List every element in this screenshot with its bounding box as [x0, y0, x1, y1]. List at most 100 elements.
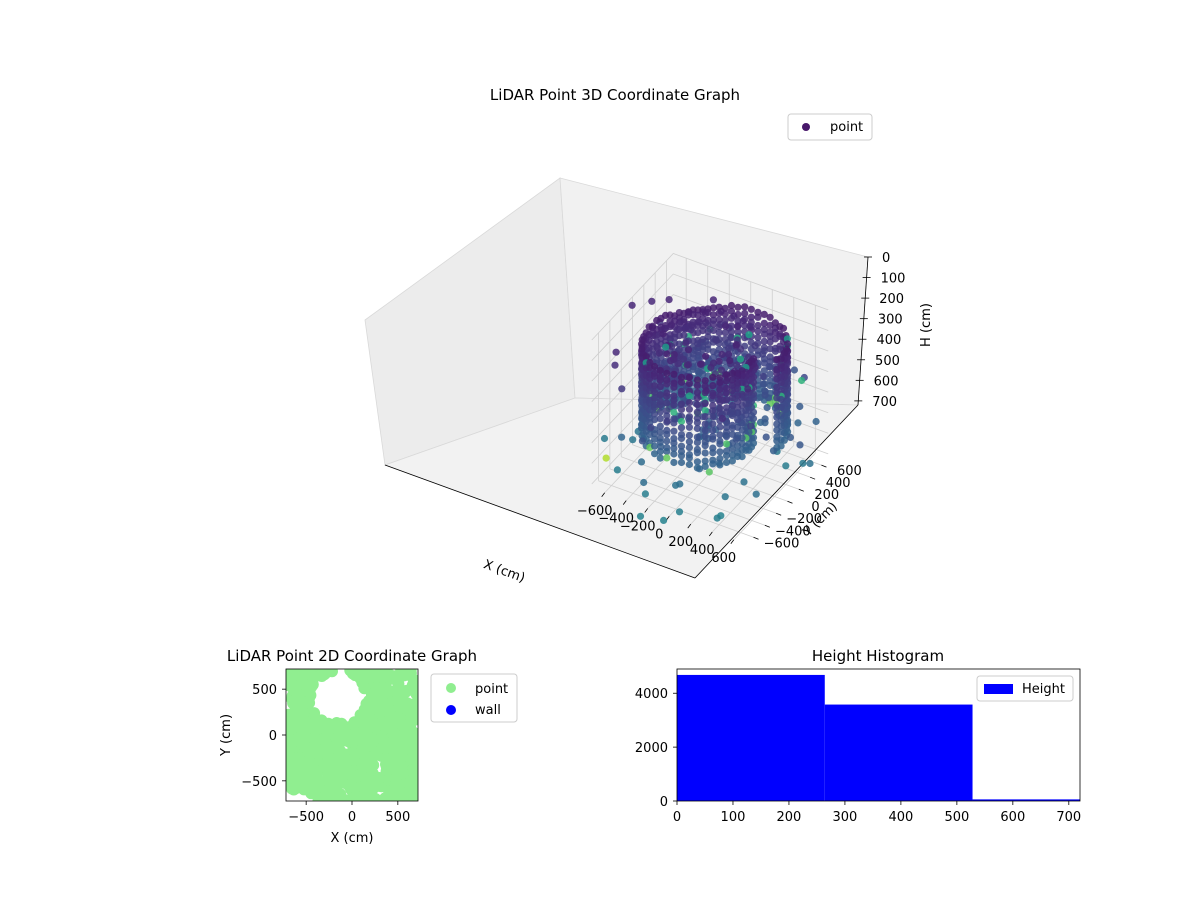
y-tick-mark [764, 524, 770, 528]
x-tick-label: 400 [690, 543, 715, 558]
data-point [677, 434, 686, 442]
data-point [718, 350, 726, 359]
data-point [311, 771, 323, 784]
data-point [779, 324, 788, 332]
data-point [790, 366, 799, 374]
chart-2d-title: LiDAR Point 2D Coordinate Graph [227, 647, 477, 665]
data-point [651, 362, 659, 371]
data-point [677, 390, 686, 398]
x-tick-mark [622, 500, 627, 505]
y-tick-label: −400 [775, 524, 811, 539]
data-point [701, 432, 709, 440]
data-point [751, 342, 759, 350]
data-point [656, 391, 664, 399]
data-point [717, 366, 726, 374]
data-point [718, 414, 727, 422]
legend-3d-marker [802, 123, 810, 131]
data-point [709, 392, 717, 400]
data-point [655, 349, 663, 357]
data-point [799, 459, 807, 467]
data-point [651, 372, 659, 380]
data-point [651, 382, 659, 390]
data-point [716, 431, 724, 439]
data-point [651, 435, 659, 443]
data-point [670, 370, 678, 378]
legend-3d-label: point [830, 120, 863, 135]
y-tick-label: 200 [814, 488, 839, 503]
data-point [367, 702, 380, 715]
data-point [701, 442, 709, 450]
y-tick-mark [776, 512, 782, 516]
data-point [651, 394, 659, 402]
histogram-title: Height Histogram [812, 647, 944, 665]
legend-2d: point wall [430, 673, 518, 723]
data-point [702, 352, 710, 360]
data-point [709, 320, 718, 328]
x-tick-label: 0 [655, 527, 663, 542]
data-point [347, 754, 360, 766]
z-tick-label: 400 [876, 333, 901, 348]
z-tick-label: 300 [878, 313, 903, 328]
data-point [722, 377, 731, 385]
data-point [709, 407, 717, 415]
data-point [727, 307, 736, 315]
data-point [359, 760, 372, 773]
data-point [747, 305, 755, 313]
data-point [760, 367, 768, 375]
data-point [701, 413, 709, 421]
data-point [685, 405, 694, 413]
data-point [759, 380, 767, 388]
data-point [701, 462, 709, 470]
data-point [685, 399, 694, 407]
data-point [701, 420, 709, 428]
data-point [693, 464, 702, 472]
data-point [728, 457, 737, 465]
data-point [773, 426, 781, 434]
legend-3d: point [787, 113, 873, 141]
data-point [670, 439, 678, 447]
legend-2d-label-point: point [475, 682, 508, 697]
data-point [754, 333, 762, 341]
data-point [351, 770, 364, 783]
data-point [303, 696, 316, 709]
data-point [685, 392, 694, 400]
data-point [670, 383, 678, 391]
data-point [704, 308, 712, 317]
x-tick-label: 500 [385, 810, 410, 825]
data-point [298, 783, 310, 796]
data-point [343, 734, 356, 747]
chart-histogram: Height Histogram 0 100 200 300 400 500 600 7000… [635, 647, 1081, 825]
y-tick-label: 400 [826, 476, 851, 491]
data-point [618, 385, 626, 393]
data-point [363, 774, 376, 787]
data-point [784, 340, 792, 348]
data-point [309, 782, 322, 795]
y-tick-label: −200 [786, 512, 822, 527]
data-point [773, 383, 781, 391]
data-point [638, 345, 646, 353]
data-point [345, 792, 358, 801]
data-point [715, 309, 723, 317]
data-point [705, 468, 713, 476]
data-point [677, 458, 686, 467]
data-point [684, 346, 693, 354]
z-tick-label: 200 [879, 292, 904, 307]
data-point [728, 394, 737, 402]
x-tick-label: −400 [598, 512, 634, 527]
data-point [688, 321, 696, 329]
grid-line [609, 468, 765, 526]
data-point [677, 412, 686, 420]
data-point [403, 785, 416, 798]
data-point [651, 416, 659, 424]
data-point [721, 329, 729, 337]
data-point [734, 310, 742, 319]
data-point [782, 462, 790, 470]
data-point [701, 399, 709, 407]
data-point [667, 321, 676, 329]
data-point [754, 308, 762, 316]
data-point [303, 685, 316, 698]
data-point [693, 433, 702, 441]
data-point [693, 449, 702, 457]
data-point [741, 309, 749, 317]
data-point [732, 341, 741, 349]
